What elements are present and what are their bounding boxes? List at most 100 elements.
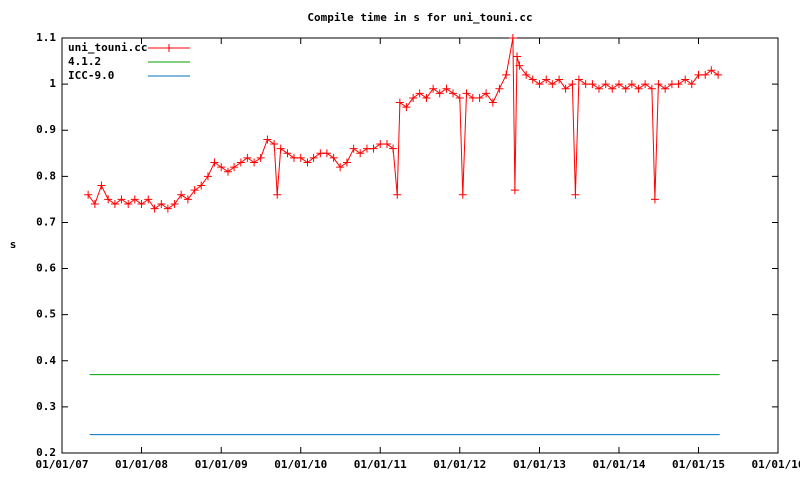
x-tick-label: 01/01/13 <box>513 458 566 471</box>
point-marker <box>110 200 119 208</box>
point-marker <box>714 70 723 79</box>
y-tick-label: 0.6 <box>36 262 56 275</box>
point-marker <box>303 158 312 167</box>
point-marker <box>601 80 610 89</box>
point-marker <box>462 89 471 98</box>
point-marker <box>329 153 338 162</box>
point-marker <box>542 75 551 84</box>
point-marker <box>117 195 126 204</box>
y-tick-label: 0.7 <box>36 215 56 228</box>
point-marker <box>356 149 365 158</box>
point-marker <box>548 80 557 89</box>
point-marker <box>482 89 491 98</box>
x-tick-label: 01/01/08 <box>115 458 168 471</box>
point-marker <box>263 135 272 144</box>
x-tick-label: 01/01/11 <box>354 458 407 471</box>
y-tick-label: 0.4 <box>36 354 56 367</box>
point-marker <box>130 195 139 204</box>
point-marker <box>183 195 192 204</box>
point-marker <box>627 80 636 89</box>
point-marker <box>581 80 590 89</box>
x-tick-label: 01/01/15 <box>672 458 725 471</box>
point-marker <box>654 80 663 89</box>
x-tick-label: 01/01/12 <box>433 458 486 471</box>
chart-title: Compile time in s for uni_touni.cc <box>307 11 532 24</box>
point-marker <box>369 144 378 153</box>
point-marker <box>513 52 522 61</box>
point-marker <box>510 186 519 195</box>
y-axis-label: s <box>10 238 17 251</box>
y-tick-label: 0.2 <box>36 446 56 459</box>
legend-marker <box>165 44 173 52</box>
x-tick-label: 01/01/16 <box>752 458 800 471</box>
point-marker <box>296 153 305 162</box>
point-marker <box>588 80 597 89</box>
point-marker <box>270 140 279 149</box>
point-marker <box>217 163 226 172</box>
point-marker <box>488 98 497 107</box>
legend-label: ICC-9.0 <box>68 69 114 82</box>
point-marker <box>150 204 159 213</box>
x-tick-label: 01/01/07 <box>36 458 89 471</box>
point-marker <box>144 195 153 204</box>
point-marker <box>382 140 391 149</box>
point-marker <box>163 204 172 213</box>
point-marker <box>309 153 318 162</box>
point-marker <box>455 93 464 102</box>
point-marker <box>608 84 617 93</box>
point-marker <box>568 80 577 89</box>
x-tick-label: 01/01/10 <box>274 458 327 471</box>
point-marker <box>90 200 99 208</box>
point-marker <box>210 158 219 167</box>
point-marker <box>508 34 517 42</box>
point-marker <box>203 172 212 181</box>
point-marker <box>336 163 345 172</box>
point-marker <box>376 140 385 149</box>
y-tick-label: 0.5 <box>36 308 56 321</box>
point-marker <box>124 200 133 208</box>
y-tick-label: 1.1 <box>36 31 56 44</box>
point-marker <box>621 84 630 93</box>
point-marker <box>647 84 656 93</box>
point-marker <box>415 89 424 98</box>
point-marker <box>661 84 670 93</box>
point-marker <box>137 200 146 208</box>
point-marker <box>409 93 418 102</box>
point-marker <box>495 84 504 93</box>
series-line <box>87 37 719 210</box>
point-marker <box>435 89 444 98</box>
point-marker <box>442 84 451 93</box>
point-marker <box>276 144 285 153</box>
point-marker <box>458 190 467 199</box>
y-tick-label: 0.9 <box>36 123 56 136</box>
point-marker <box>515 61 524 70</box>
point-marker <box>389 144 398 153</box>
point-marker <box>707 66 716 75</box>
point-marker <box>223 167 232 176</box>
point-marker <box>561 84 570 93</box>
point-marker <box>402 103 411 112</box>
point-marker <box>157 200 166 208</box>
point-marker <box>449 89 458 98</box>
point-marker <box>243 153 252 162</box>
point-marker <box>393 190 402 199</box>
point-marker <box>250 158 259 167</box>
point-marker <box>681 75 690 84</box>
point-marker <box>422 93 431 102</box>
point-marker <box>273 190 282 199</box>
point-marker <box>236 158 245 167</box>
point-marker <box>322 149 331 158</box>
point-marker <box>190 186 199 195</box>
point-marker <box>687 80 696 89</box>
point-marker <box>555 75 564 84</box>
point-marker <box>650 195 659 204</box>
point-marker <box>283 149 292 158</box>
point-marker <box>104 195 113 204</box>
point-marker <box>641 80 650 89</box>
point-marker <box>475 93 484 102</box>
point-marker <box>701 70 710 79</box>
point-marker <box>230 163 239 172</box>
point-marker <box>634 84 643 93</box>
point-marker <box>177 190 186 199</box>
